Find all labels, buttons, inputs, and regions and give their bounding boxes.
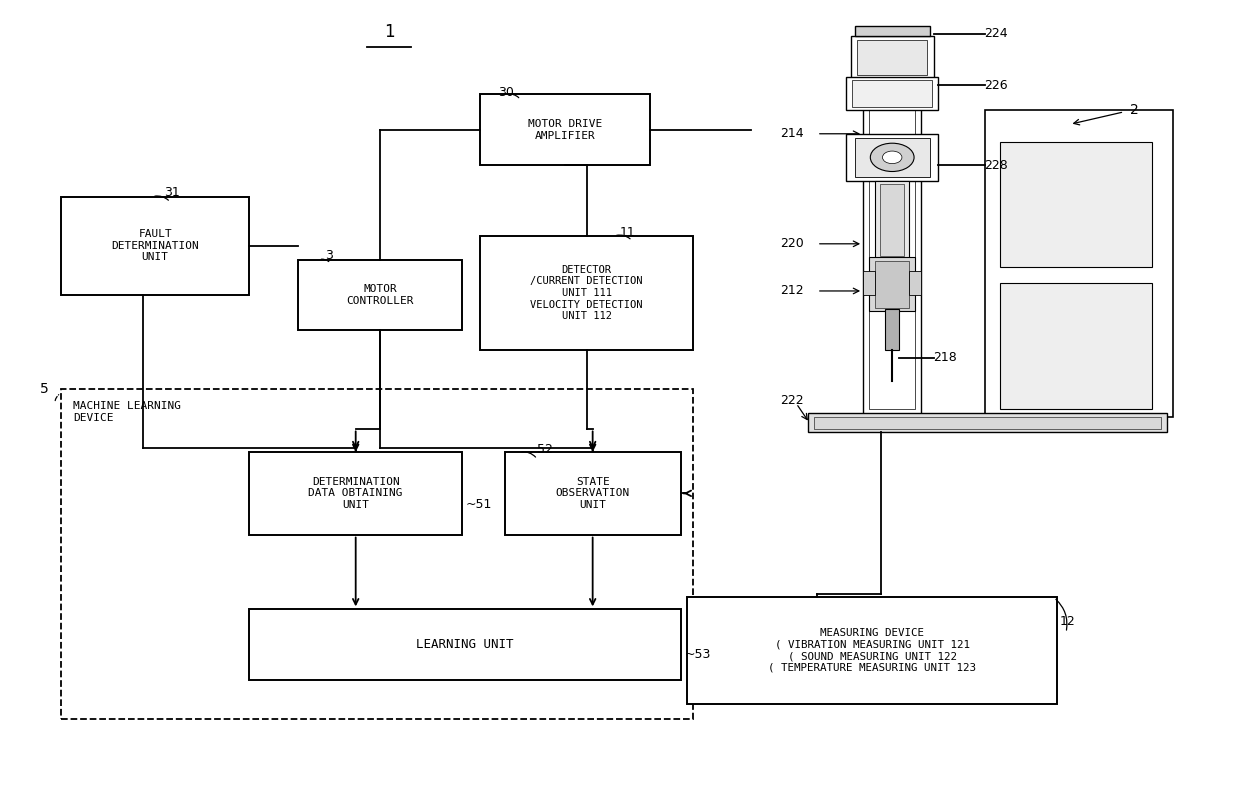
FancyBboxPatch shape <box>808 413 1167 432</box>
FancyBboxPatch shape <box>869 79 915 409</box>
FancyBboxPatch shape <box>846 134 939 181</box>
FancyBboxPatch shape <box>61 196 249 295</box>
Text: 5: 5 <box>41 383 50 396</box>
Circle shape <box>870 144 914 172</box>
FancyBboxPatch shape <box>863 71 921 417</box>
Text: 11: 11 <box>620 226 636 239</box>
FancyBboxPatch shape <box>863 271 875 295</box>
Text: 12: 12 <box>1060 614 1075 628</box>
FancyBboxPatch shape <box>846 77 939 110</box>
Text: 2: 2 <box>1131 103 1140 117</box>
FancyBboxPatch shape <box>480 236 693 350</box>
Text: 30: 30 <box>498 86 515 99</box>
Text: 3: 3 <box>325 249 332 262</box>
FancyBboxPatch shape <box>869 257 915 310</box>
FancyBboxPatch shape <box>1001 142 1152 267</box>
Text: LEARNING UNIT: LEARNING UNIT <box>417 638 513 651</box>
FancyBboxPatch shape <box>909 271 921 295</box>
FancyBboxPatch shape <box>505 452 681 535</box>
FancyBboxPatch shape <box>885 309 899 350</box>
Text: ~51: ~51 <box>466 498 492 511</box>
FancyBboxPatch shape <box>249 610 681 680</box>
Text: FAULT
DETERMINATION
UNIT: FAULT DETERMINATION UNIT <box>112 229 200 262</box>
FancyBboxPatch shape <box>687 597 1058 703</box>
Text: ~53: ~53 <box>684 648 711 662</box>
FancyBboxPatch shape <box>249 452 463 535</box>
Text: DETECTOR
/CURRENT DETECTION
UNIT 111
VELOCITY DETECTION
UNIT 112: DETECTOR /CURRENT DETECTION UNIT 111 VEL… <box>531 265 642 321</box>
FancyBboxPatch shape <box>298 260 463 330</box>
Text: 226: 226 <box>985 79 1008 91</box>
Text: MOTOR
CONTROLLER: MOTOR CONTROLLER <box>346 284 414 306</box>
FancyBboxPatch shape <box>857 40 928 75</box>
FancyBboxPatch shape <box>875 261 909 308</box>
FancyBboxPatch shape <box>815 417 1161 429</box>
Text: 224: 224 <box>985 27 1008 40</box>
Circle shape <box>883 151 901 164</box>
Text: 228: 228 <box>985 159 1008 172</box>
Text: 52: 52 <box>537 444 553 456</box>
Text: MEASURING DEVICE
( VIBRATION MEASURING UNIT 121
( SOUND MEASURING UNIT 122
( TEM: MEASURING DEVICE ( VIBRATION MEASURING U… <box>768 628 976 673</box>
Text: 222: 222 <box>780 395 804 407</box>
Text: 212: 212 <box>780 285 804 298</box>
FancyBboxPatch shape <box>1001 283 1152 409</box>
Text: 1: 1 <box>384 23 394 41</box>
Text: 220: 220 <box>780 237 805 250</box>
FancyBboxPatch shape <box>880 184 904 257</box>
Text: 31: 31 <box>164 186 180 199</box>
FancyBboxPatch shape <box>854 26 930 35</box>
FancyBboxPatch shape <box>875 181 909 260</box>
Text: 218: 218 <box>934 351 957 364</box>
Text: 214: 214 <box>780 128 804 140</box>
Text: MOTOR DRIVE
AMPLIFIER: MOTOR DRIVE AMPLIFIER <box>528 119 603 140</box>
FancyBboxPatch shape <box>480 95 650 165</box>
FancyBboxPatch shape <box>985 110 1173 417</box>
Text: DETERMINATION
DATA OBTAINING
UNIT: DETERMINATION DATA OBTAINING UNIT <box>309 476 403 510</box>
FancyBboxPatch shape <box>851 35 934 79</box>
Text: STATE
OBSERVATION
UNIT: STATE OBSERVATION UNIT <box>556 476 630 510</box>
Text: MACHINE LEARNING
DEVICE: MACHINE LEARNING DEVICE <box>73 401 181 423</box>
FancyBboxPatch shape <box>854 138 930 177</box>
FancyBboxPatch shape <box>852 80 932 107</box>
